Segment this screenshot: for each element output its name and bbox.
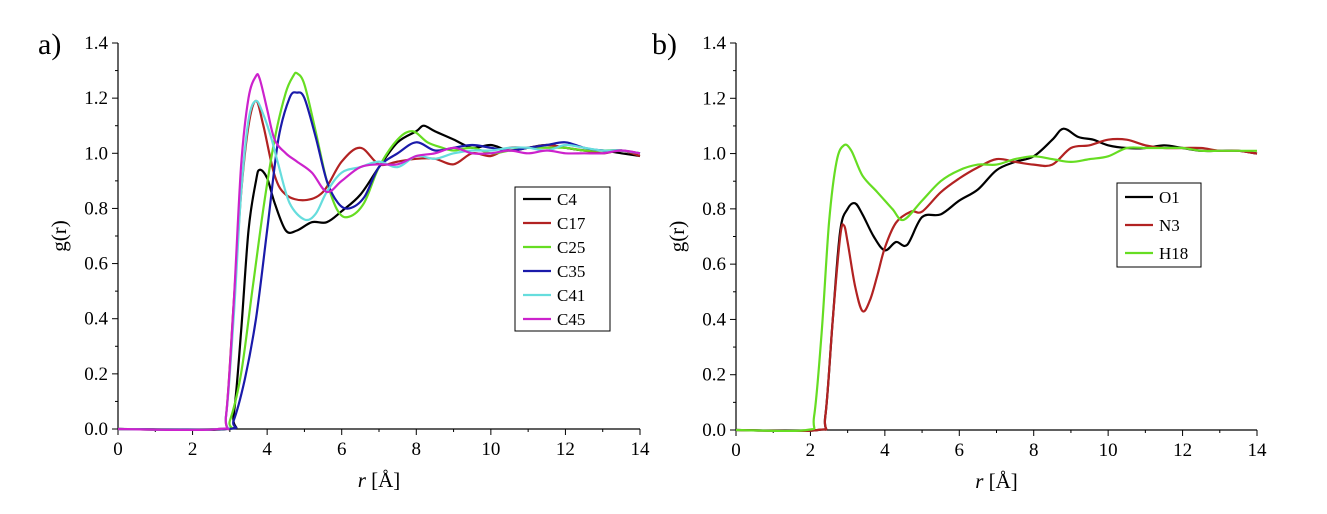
y-tick-label: 0.4 xyxy=(702,309,726,330)
legend-label-c41: C41 xyxy=(557,286,585,305)
x-tick-label: 6 xyxy=(337,439,347,460)
legend: O1 N3 H18 xyxy=(1116,182,1202,268)
legend-label-h18: H18 xyxy=(1159,244,1188,263)
y-tick-label: 0.0 xyxy=(84,419,108,440)
series-line-c45 xyxy=(117,72,641,432)
y-tick-label: 1.2 xyxy=(84,88,108,109)
chart-panel-b: 0 2 4 6 8 10 12 14 0.0 0.2 0.4 0.6 0.8 1.0 1.2 1.4 r [Å]… xyxy=(665,33,1267,493)
y-tick-label: 0.8 xyxy=(84,198,108,219)
legend-label-c35: C35 xyxy=(557,262,585,281)
x-tick-label: 0 xyxy=(731,440,741,461)
legend-box xyxy=(514,186,611,332)
series-line-h18 xyxy=(735,143,1257,433)
y-tick-label: 1.0 xyxy=(84,143,108,164)
chart-panel-a: 0 2 4 6 8 10 12 14 0.0 0.2 0.4 0.6 0.8 1.0 1.2 1.4 r [Å]… xyxy=(47,33,650,492)
x-tick-label: 12 xyxy=(1173,440,1192,461)
legend-label-c4: C4 xyxy=(557,190,577,209)
x-tick-label: 8 xyxy=(412,439,422,460)
y-tick-label: 0.8 xyxy=(702,199,726,220)
x-tick-label: 14 xyxy=(631,439,651,460)
y-tick-label: 1.0 xyxy=(702,144,726,165)
y-tick-label: 1.2 xyxy=(702,88,726,109)
y-tick-label: 0.4 xyxy=(84,309,108,330)
legend-label-c25: C25 xyxy=(557,238,585,257)
x-tick-label: 6 xyxy=(955,440,965,461)
y-tick-label: 1.4 xyxy=(84,33,108,54)
x-axis-label: r [Å] xyxy=(975,469,1018,493)
legend-label-n3: N3 xyxy=(1159,216,1180,235)
panel-label-b: b) xyxy=(652,28,677,61)
y-axis-label: g(r) xyxy=(665,221,689,252)
legend-label-c45: C45 xyxy=(557,310,585,329)
x-tick-label: 0 xyxy=(113,439,123,460)
panel-label-a: a) xyxy=(38,28,62,61)
x-axis-label-symbol: r xyxy=(358,468,367,492)
y-tick-label: 1.4 xyxy=(702,33,726,54)
x-tick-label: 2 xyxy=(806,440,816,461)
x-axis-label-unit: [Å] xyxy=(366,468,400,492)
x-axis-label-unit: [Å] xyxy=(983,469,1017,493)
legend: C4 C17 C25 C35 C41 C45 xyxy=(514,186,611,332)
series-line-c35 xyxy=(117,91,641,431)
legend-label-c17: C17 xyxy=(557,214,586,233)
x-tick-label: 12 xyxy=(556,439,575,460)
x-tick-label: 4 xyxy=(262,439,272,460)
y-tick-label: 0.2 xyxy=(702,365,726,386)
x-tick-label: 10 xyxy=(1099,440,1118,461)
series-line-o1 xyxy=(735,127,1258,433)
x-tick-label: 2 xyxy=(188,439,198,460)
x-tick-label: 14 xyxy=(1248,440,1268,461)
x-tick-label: 8 xyxy=(1029,440,1039,461)
y-axis-label: g(r) xyxy=(47,220,71,251)
y-tick-label: 0.0 xyxy=(702,420,726,441)
x-tick-label: 4 xyxy=(880,440,890,461)
x-axis-label: r [Å] xyxy=(358,468,401,492)
x-tick-label: 10 xyxy=(481,439,500,460)
y-tick-label: 0.6 xyxy=(84,254,108,275)
legend-label-o1: O1 xyxy=(1159,188,1180,207)
x-axis-label-symbol: r xyxy=(975,469,984,493)
y-tick-label: 0.2 xyxy=(84,364,108,385)
y-tick-label: 0.6 xyxy=(702,254,726,275)
series-line-c25 xyxy=(117,71,641,431)
